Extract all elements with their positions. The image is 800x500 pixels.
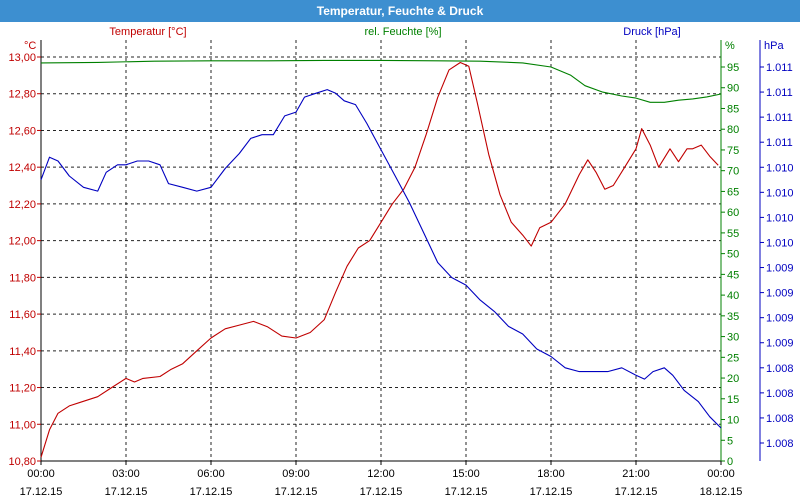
pressure-axis-label: Druck [hPa]	[623, 26, 680, 38]
temperature-unit: °C	[24, 40, 36, 52]
time-tick-label: 12:00	[367, 468, 395, 480]
time-tick-label: 00:00	[27, 468, 55, 480]
humidity-tick-label: 95	[727, 62, 739, 74]
axis-labels: Temperatur [°C] rel. Feuchte [%] Druck [hP…	[24, 26, 784, 52]
date-tick-label: 17.12.15	[360, 486, 403, 498]
time-tick-label: 00:00	[707, 468, 735, 480]
pressure-series-line	[40, 89, 722, 429]
pressure-tick-label: 1.008	[766, 388, 794, 400]
temperature-series-line	[40, 61, 719, 458]
temperature-tick-label: 12,60	[8, 125, 36, 137]
pressure-tick-label: 1.008	[766, 438, 794, 450]
pressure-tick-label: 1.008	[766, 413, 794, 425]
time-tick-label: 15:00	[452, 468, 480, 480]
humidity-tick-label: 35	[727, 311, 739, 323]
pressure-tick-label: 1.008	[766, 363, 794, 375]
pressure-tick-label: 1.010	[766, 162, 794, 174]
humidity-tick-label: 20	[727, 373, 739, 385]
humidity-tick-label: 90	[727, 83, 739, 95]
time-tick-label: 21:00	[622, 468, 650, 480]
grid-lines	[41, 40, 721, 461]
humidity-tick-label: 10	[727, 415, 739, 427]
pressure-tick-label: 1.011	[766, 137, 793, 149]
date-tick-label: 17.12.15	[190, 486, 233, 498]
temperature-tick-label: 11,20	[9, 383, 36, 395]
humidity-tick-label: 25	[727, 352, 739, 364]
temperature-tick-label: 13,00	[8, 52, 36, 64]
pressure-unit: hPa	[764, 40, 784, 52]
time-tick-label: 06:00	[197, 468, 225, 480]
pressure-tick-label: 1.010	[766, 237, 794, 249]
pressure-tick-label: 1.011	[766, 62, 793, 74]
temperature-tick-label: 11,00	[9, 419, 36, 431]
temperature-tick-label: 12,00	[8, 236, 36, 248]
chart-title: Temperatur, Feuchte & Druck	[0, 0, 800, 22]
pressure-tick-label: 1.011	[766, 87, 793, 99]
humidity-tick-label: 50	[727, 249, 739, 261]
pressure-tick-label: 1.011	[766, 112, 793, 124]
series-lines	[40, 59, 722, 458]
date-tick-label: 17.12.15	[105, 486, 148, 498]
humidity-tick-label: 85	[727, 103, 739, 115]
date-tick-label: 18.12.15	[700, 486, 743, 498]
humidity-tick-label: 60	[727, 207, 739, 219]
pressure-tick-label: 1.009	[766, 288, 794, 300]
time-axis: 00:00 17.12.15 03:00 17.12.15 06:00 17.12.15 0…	[20, 461, 743, 498]
humidity-tick-label: 65	[727, 186, 739, 198]
pressure-tick-label: 1.010	[766, 212, 794, 224]
humidity-tick-label: 40	[727, 290, 739, 302]
time-tick-label: 09:00	[282, 468, 310, 480]
pressure-tick-label: 1.009	[766, 263, 794, 275]
humidity-tick-label: 5	[727, 435, 733, 447]
date-tick-label: 17.12.15	[615, 486, 658, 498]
temperature-axis-label: Temperatur [°C]	[109, 26, 186, 38]
humidity-axis: 0 5 10 15 20 25 30 35 40 45 50 55 60 65 70 75 80 85 90 95	[721, 62, 739, 468]
temperature-tick-label: 12,40	[8, 162, 36, 174]
humidity-series-line	[40, 59, 722, 103]
temperature-tick-label: 12,80	[8, 89, 36, 101]
date-tick-label: 17.12.15	[445, 486, 488, 498]
humidity-tick-label: 15	[727, 394, 739, 406]
pressure-tick-label: 1.009	[766, 338, 794, 350]
humidity-tick-label: 55	[727, 228, 739, 240]
pressure-axis: 1.008 1.008 1.008 1.008 1.009 1.009 1.009 1.009…	[760, 62, 794, 450]
pressure-tick-label: 1.010	[766, 187, 794, 199]
humidity-tick-label: 75	[727, 145, 739, 157]
chart-plot: 10,80 11,00 11,20 11,40 11,60 11,80 12,00 12,20…	[8, 26, 794, 498]
humidity-tick-label: 45	[727, 269, 739, 281]
temperature-tick-label: 12,20	[8, 199, 36, 211]
plot-frame	[40, 40, 761, 462]
humidity-tick-label: 30	[727, 332, 739, 344]
time-tick-label: 18:00	[537, 468, 565, 480]
time-tick-label: 03:00	[112, 468, 140, 480]
temperature-tick-label: 11,60	[9, 309, 36, 321]
date-tick-label: 17.12.15	[20, 486, 63, 498]
temperature-tick-label: 11,80	[9, 272, 36, 284]
humidity-tick-label: 80	[727, 124, 739, 136]
humidity-tick-label: 70	[727, 166, 739, 178]
humidity-unit: %	[725, 40, 735, 52]
date-tick-label: 17.12.15	[275, 486, 318, 498]
humidity-tick-label: 0	[727, 456, 733, 468]
temperature-tick-label: 11,40	[9, 346, 36, 358]
pressure-tick-label: 1.009	[766, 313, 794, 325]
temperature-axis: 10,80 11,00 11,20 11,40 11,60 11,80 12,00 12,20…	[8, 52, 41, 468]
temperature-tick-label: 10,80	[8, 456, 36, 468]
date-tick-label: 17.12.15	[530, 486, 573, 498]
humidity-axis-label: rel. Feuchte [%]	[364, 26, 441, 38]
